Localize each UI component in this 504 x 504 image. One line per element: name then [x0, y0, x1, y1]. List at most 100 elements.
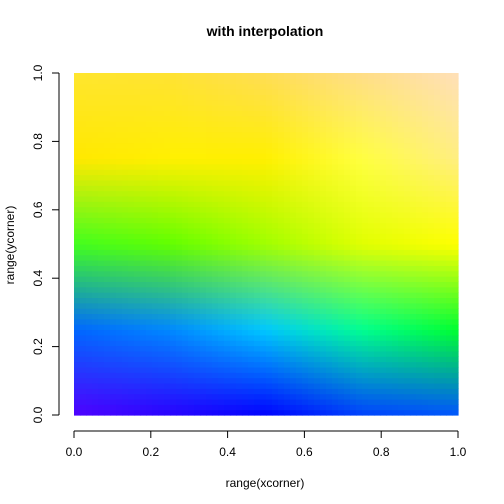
heatmap-cell	[188, 356, 195, 363]
heatmap-cell	[392, 206, 399, 213]
heatmap-cell	[98, 313, 105, 320]
heatmap-cell	[266, 105, 273, 111]
heatmap-cell	[146, 126, 153, 133]
heatmap-cell	[398, 169, 405, 176]
heatmap-cell	[176, 185, 183, 192]
heatmap-cell	[206, 99, 213, 106]
heatmap-cell	[230, 179, 237, 186]
heatmap-cell	[110, 334, 117, 341]
y-tick-label: 0.8	[31, 133, 45, 150]
heatmap-cell	[176, 404, 183, 411]
heatmap-cell	[344, 409, 351, 416]
heatmap-cell	[194, 137, 201, 144]
heatmap-cell	[452, 329, 459, 336]
heatmap-cell	[452, 404, 459, 411]
heatmap-cell	[326, 217, 333, 224]
heatmap-cell	[368, 318, 375, 325]
heatmap-cell	[80, 217, 87, 224]
heatmap-cell	[332, 366, 339, 373]
heatmap-cell	[206, 190, 213, 197]
heatmap-cell	[272, 292, 279, 299]
heatmap-cell	[152, 195, 159, 202]
heatmap-cell	[254, 99, 261, 106]
heatmap-cell	[398, 233, 405, 240]
heatmap-cell	[242, 361, 249, 368]
heatmap-cell	[170, 158, 177, 165]
heatmap-cell	[452, 324, 459, 331]
heatmap-cell	[134, 398, 141, 405]
heatmap-cell	[398, 393, 405, 400]
heatmap-cell	[386, 233, 393, 240]
heatmap-cell	[416, 137, 423, 144]
heatmap-cell	[242, 286, 249, 293]
heatmap-cell	[92, 244, 99, 250]
heatmap-cell	[236, 318, 243, 325]
heatmap-cell	[194, 163, 201, 170]
heatmap-cell	[362, 153, 369, 160]
heatmap-cell	[278, 163, 285, 170]
heatmap-cell	[440, 222, 447, 229]
heatmap-cell	[344, 345, 351, 352]
heatmap-cell	[338, 195, 345, 202]
heatmap-cell	[308, 89, 315, 95]
heatmap-cell	[188, 297, 195, 304]
heatmap-cell	[320, 110, 327, 117]
heatmap-cell	[218, 131, 225, 138]
heatmap-cell	[410, 350, 417, 357]
heatmap-cell	[362, 254, 369, 261]
heatmap-cell	[440, 244, 447, 250]
heatmap-cell	[338, 153, 345, 160]
heatmap-cell	[158, 313, 165, 320]
heatmap-cell	[140, 334, 147, 341]
heatmap-cell	[128, 297, 135, 304]
heatmap-cell	[194, 201, 201, 208]
heatmap-cell	[218, 377, 225, 384]
heatmap-cell	[386, 345, 393, 352]
heatmap-cell	[290, 73, 297, 79]
heatmap-cell	[194, 254, 201, 261]
heatmap-cell	[374, 206, 381, 213]
heatmap-cell	[338, 276, 345, 282]
heatmap-cell	[368, 244, 375, 250]
heatmap-cell	[170, 195, 177, 202]
heatmap-cell	[152, 313, 159, 320]
heatmap-cell	[362, 324, 369, 331]
heatmap-cell	[392, 260, 399, 266]
heatmap-cell	[248, 174, 255, 181]
heatmap-cell	[164, 398, 171, 405]
heatmap-cell	[272, 211, 279, 218]
heatmap-cell	[164, 174, 171, 181]
heatmap-cell	[92, 158, 99, 165]
heatmap-cell	[266, 153, 273, 160]
heatmap-cell	[272, 366, 279, 373]
heatmap-cell	[74, 398, 81, 405]
heatmap-cell	[380, 382, 387, 389]
heatmap-cell	[122, 233, 129, 240]
heatmap-cell	[218, 350, 225, 357]
heatmap-cell	[254, 350, 261, 357]
heatmap-cell	[410, 270, 417, 277]
heatmap-cell	[392, 99, 399, 106]
heatmap-cell	[374, 254, 381, 261]
heatmap-cell	[344, 356, 351, 363]
heatmap-cell	[428, 233, 435, 240]
heatmap-cell	[74, 281, 81, 288]
heatmap-cell	[320, 324, 327, 331]
heatmap-cell	[416, 94, 423, 101]
heatmap-cell	[224, 297, 231, 304]
heatmap-cell	[146, 292, 153, 299]
heatmap-cell	[296, 110, 303, 117]
heatmap-cell	[86, 126, 93, 133]
heatmap-cell	[224, 233, 231, 240]
heatmap-cell	[272, 281, 279, 288]
heatmap-cell	[236, 206, 243, 213]
heatmap-cell	[404, 361, 411, 368]
heatmap-cell	[410, 244, 417, 250]
heatmap-cell	[266, 179, 273, 186]
heatmap-cell	[362, 142, 369, 149]
heatmap-cell	[332, 121, 339, 128]
heatmap-cell	[344, 147, 351, 154]
heatmap-cell	[236, 105, 243, 111]
heatmap-cell	[98, 324, 105, 331]
heatmap-cell	[452, 265, 459, 272]
